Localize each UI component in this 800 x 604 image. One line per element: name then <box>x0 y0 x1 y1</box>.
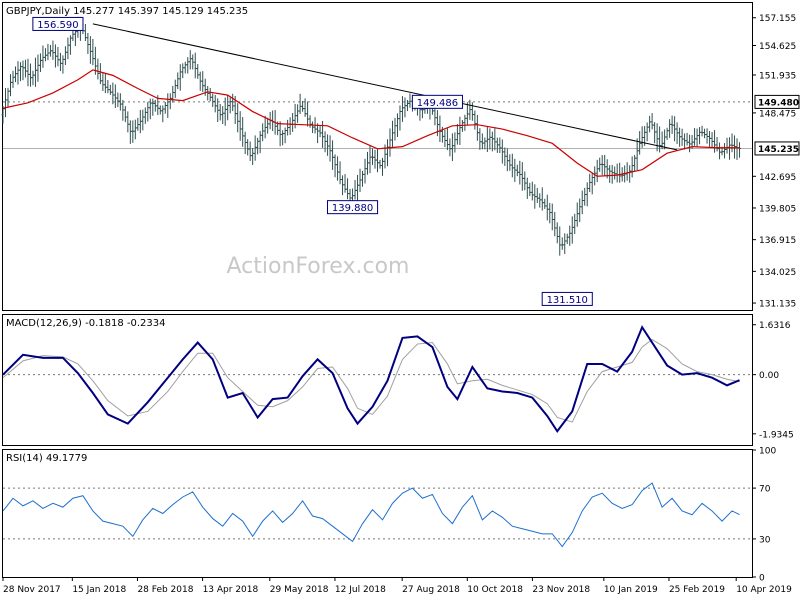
macd-axis-tick-label: 1.6316 <box>759 321 791 331</box>
rsi-axis-tick-label: 100 <box>759 447 776 457</box>
price-axis-marker-label: 149.480 <box>758 98 799 108</box>
x-axis-tick-label: 29 May 2018 <box>270 585 329 595</box>
annotation-label: 131.510 <box>547 295 588 306</box>
watermark: ActionForex.com <box>227 254 410 279</box>
price-axis-marker: 149.480 <box>754 94 800 109</box>
macd-signal-line <box>2 338 740 423</box>
x-axis-tick-label: 15 Jan 2018 <box>72 585 126 595</box>
x-axis-tick-label: 28 Feb 2018 <box>137 585 193 595</box>
rsi-panel-title: RSI(14) 49.1779 <box>6 453 87 464</box>
price-axis-tick-label: 131.135 <box>759 300 796 310</box>
price-layer: 156.590 149.486 139.880 131.510 <box>1 16 752 306</box>
x-axis-tick-label: 25 Feb 2019 <box>669 585 725 595</box>
x-axis-tick-label: 13 Apr 2018 <box>203 585 259 595</box>
annotation-label: 149.486 <box>417 98 458 109</box>
annotation-box <box>32 16 84 31</box>
price-annotation: 139.880 <box>326 200 379 215</box>
annotation-box <box>326 200 379 215</box>
price-axis-marker: 145.235 <box>754 141 800 156</box>
panel-frames <box>2 2 753 578</box>
price-axis-tick-label: 157.155 <box>759 14 796 24</box>
annotation-label: 156.590 <box>37 20 78 31</box>
x-axis-tick-label: 28 Nov 2017 <box>3 585 61 595</box>
macd-layer <box>2 325 752 433</box>
rsi-line <box>2 482 740 548</box>
price-annotation: 156.590 <box>32 16 84 31</box>
x-axis-tick-label: 10 Apr 2019 <box>736 585 792 595</box>
price-axis-tick-label: 148.475 <box>759 109 796 119</box>
x-axis-tick-label: 10 Oct 2018 <box>467 585 523 595</box>
price-axis-tick-label: 151.935 <box>759 71 796 81</box>
price-axis-tick-label: 154.625 <box>759 42 796 52</box>
rsi-axis-tick-label: 70 <box>759 485 771 495</box>
price-axis-tick-label: 134.025 <box>759 268 796 278</box>
price-axis-tick-label: 139.805 <box>759 204 796 214</box>
price-annotation: 149.486 <box>411 94 463 109</box>
rsi-axis-tick-label: 0 <box>759 574 765 584</box>
annotation-label: 139.880 <box>332 203 373 214</box>
price-axis-tick-label: 136.915 <box>759 236 796 246</box>
rsi-panel-frame <box>2 449 753 578</box>
macd-panel-frame <box>2 314 753 446</box>
rsi-axis-tick-label: 30 <box>759 535 771 545</box>
annotation-box <box>411 94 463 109</box>
price-panel-frame <box>2 2 753 311</box>
annotation-box <box>541 291 593 306</box>
price-panel-title: GBPJPY,Daily 145.277 145.397 145.129 145… <box>6 6 248 17</box>
x-axis-tick-label: 10 Jan 2019 <box>604 585 658 595</box>
x-axis-tick-label: 27 Aug 2018 <box>402 585 460 595</box>
price-annotation: 131.510 <box>541 291 593 306</box>
rsi-layer <box>2 482 752 548</box>
trendline <box>92 23 678 151</box>
macd-axis-tick-label: -1.9345 <box>759 430 794 440</box>
macd-axis-tick-label: 0.00 <box>759 371 779 381</box>
x-axis-tick-label: 12 Jul 2018 <box>335 585 386 595</box>
axis-layer: 157.155 154.625 151.935 148.475 142.695 139.8… <box>2 14 800 595</box>
price-axis-marker-box <box>754 141 800 156</box>
price-axis-marker-label: 145.235 <box>758 145 799 155</box>
macd-panel-title: MACD(12,26,9) -0.1818 -0.2334 <box>6 318 166 329</box>
price-axis-tick-label: 142.695 <box>759 173 796 183</box>
macd-main-line <box>2 325 740 433</box>
x-axis-tick-label: 23 Nov 2018 <box>532 585 590 595</box>
price-axis-marker-box <box>754 94 800 109</box>
moving-average-line <box>2 69 740 177</box>
